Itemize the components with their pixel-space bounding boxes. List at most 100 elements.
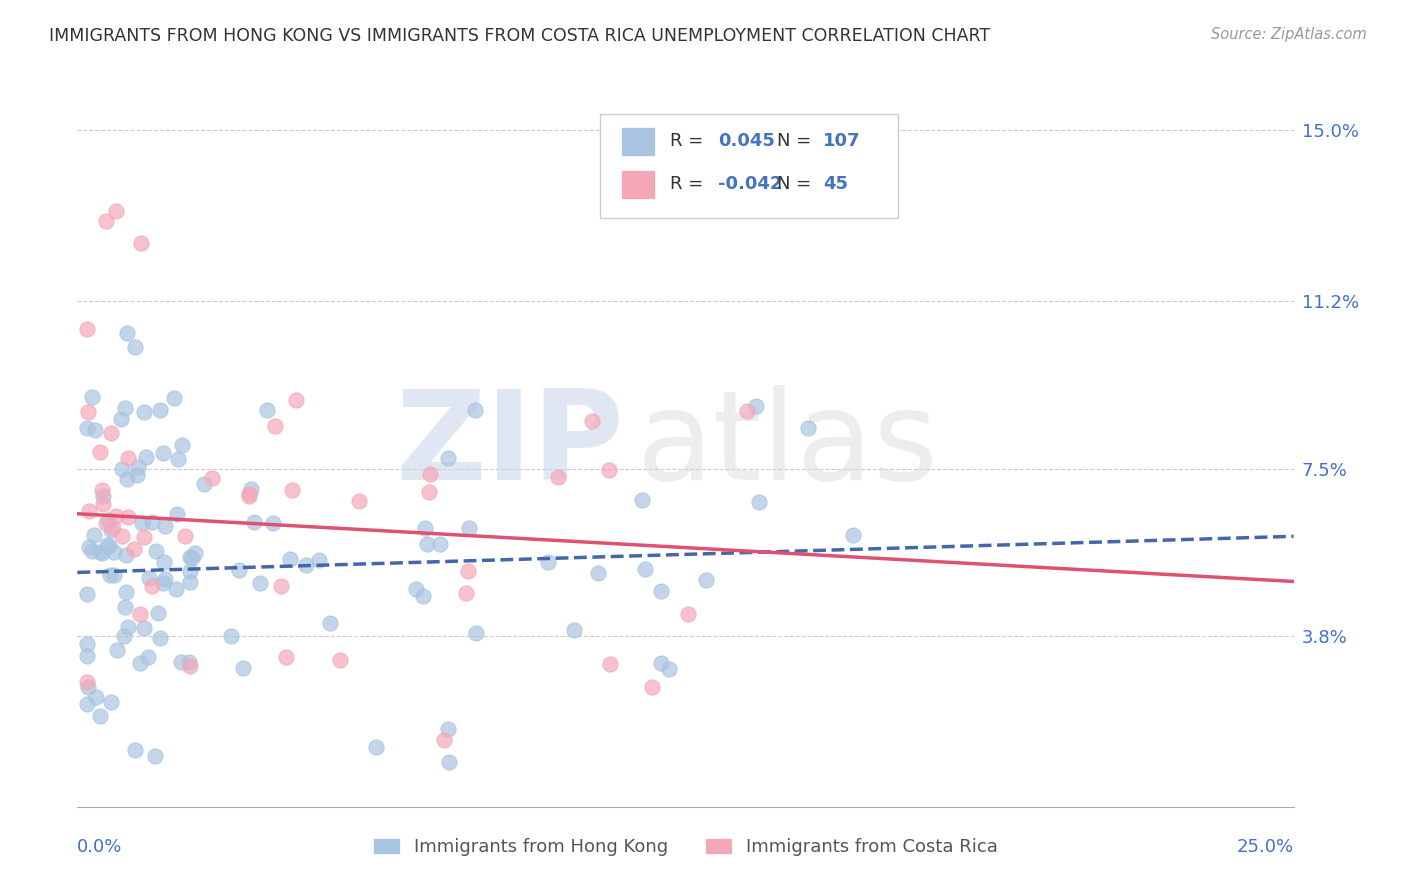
Text: 25.0%: 25.0%	[1236, 838, 1294, 855]
Point	[238, 487, 260, 501]
Point	[110, 412, 132, 426]
Point	[84, 690, 107, 704]
Point	[115, 326, 138, 340]
FancyBboxPatch shape	[621, 127, 655, 155]
Point	[76, 649, 98, 664]
Point	[90, 546, 112, 560]
Point	[167, 452, 190, 467]
Point	[111, 529, 134, 543]
Point	[136, 649, 159, 664]
Point	[264, 419, 287, 434]
Point	[91, 483, 114, 498]
Point	[115, 585, 138, 599]
Point	[152, 576, 174, 591]
Text: 45: 45	[823, 176, 848, 194]
Point	[98, 568, 121, 582]
Point	[115, 472, 138, 486]
Point	[285, 393, 308, 408]
Point	[464, 402, 486, 417]
Point	[437, 450, 460, 465]
Point	[179, 550, 201, 565]
Point	[650, 583, 672, 598]
Point	[695, 573, 717, 587]
Point	[89, 545, 111, 559]
Point	[630, 492, 652, 507]
Point	[676, 607, 699, 622]
Point	[433, 732, 456, 747]
Point	[141, 516, 163, 530]
Point	[599, 657, 621, 671]
Point	[179, 574, 201, 589]
Point	[143, 748, 166, 763]
Point	[658, 662, 681, 676]
Point	[256, 402, 278, 417]
Point	[748, 494, 770, 508]
Point	[100, 425, 122, 440]
Point	[77, 405, 100, 419]
Point	[129, 235, 152, 250]
Point	[537, 555, 560, 569]
Point	[125, 467, 148, 482]
Point	[132, 530, 155, 544]
Text: N =: N =	[776, 132, 811, 150]
Point	[89, 445, 111, 459]
Point	[117, 510, 139, 524]
Point	[145, 543, 167, 558]
Legend: Immigrants from Hong Kong, Immigrants from Costa Rica: Immigrants from Hong Kong, Immigrants fr…	[366, 830, 1005, 863]
Point	[117, 450, 139, 465]
Point	[439, 755, 461, 769]
Point	[117, 620, 139, 634]
Point	[219, 629, 242, 643]
Point	[262, 516, 284, 530]
Point	[242, 515, 264, 529]
Point	[249, 576, 271, 591]
Point	[413, 521, 436, 535]
Point	[101, 521, 124, 535]
Point	[114, 401, 136, 416]
Text: N =: N =	[776, 176, 811, 194]
Point	[166, 507, 188, 521]
Point	[141, 579, 163, 593]
Point	[124, 340, 146, 354]
Point	[581, 414, 603, 428]
Point	[183, 546, 205, 560]
Point	[179, 658, 201, 673]
Point	[364, 739, 387, 754]
Point	[295, 558, 318, 572]
Point	[458, 521, 481, 535]
Text: -0.042: -0.042	[718, 176, 783, 194]
Point	[135, 450, 157, 464]
Point	[114, 600, 136, 615]
Point	[308, 553, 330, 567]
Point	[127, 460, 149, 475]
Point	[105, 642, 128, 657]
Point	[177, 656, 200, 670]
Point	[270, 578, 292, 592]
Point	[98, 539, 121, 553]
Point	[412, 589, 434, 603]
Point	[193, 477, 215, 491]
Point	[274, 650, 297, 665]
Point	[104, 509, 127, 524]
Point	[76, 697, 98, 711]
Point	[124, 743, 146, 757]
Point	[76, 322, 98, 336]
Point	[122, 541, 145, 556]
Text: R =: R =	[669, 176, 703, 194]
Point	[96, 538, 118, 552]
Point	[170, 438, 193, 452]
FancyBboxPatch shape	[600, 113, 898, 219]
Point	[735, 404, 758, 418]
Point	[201, 471, 224, 485]
Text: Source: ZipAtlas.com: Source: ZipAtlas.com	[1211, 27, 1367, 42]
Point	[842, 528, 865, 542]
Point	[238, 489, 260, 503]
Point	[155, 519, 177, 533]
Point	[429, 537, 451, 551]
Point	[281, 483, 304, 497]
Point	[547, 470, 569, 484]
Point	[82, 390, 104, 404]
Point	[163, 391, 186, 405]
Point	[77, 540, 100, 554]
Point	[76, 675, 98, 690]
